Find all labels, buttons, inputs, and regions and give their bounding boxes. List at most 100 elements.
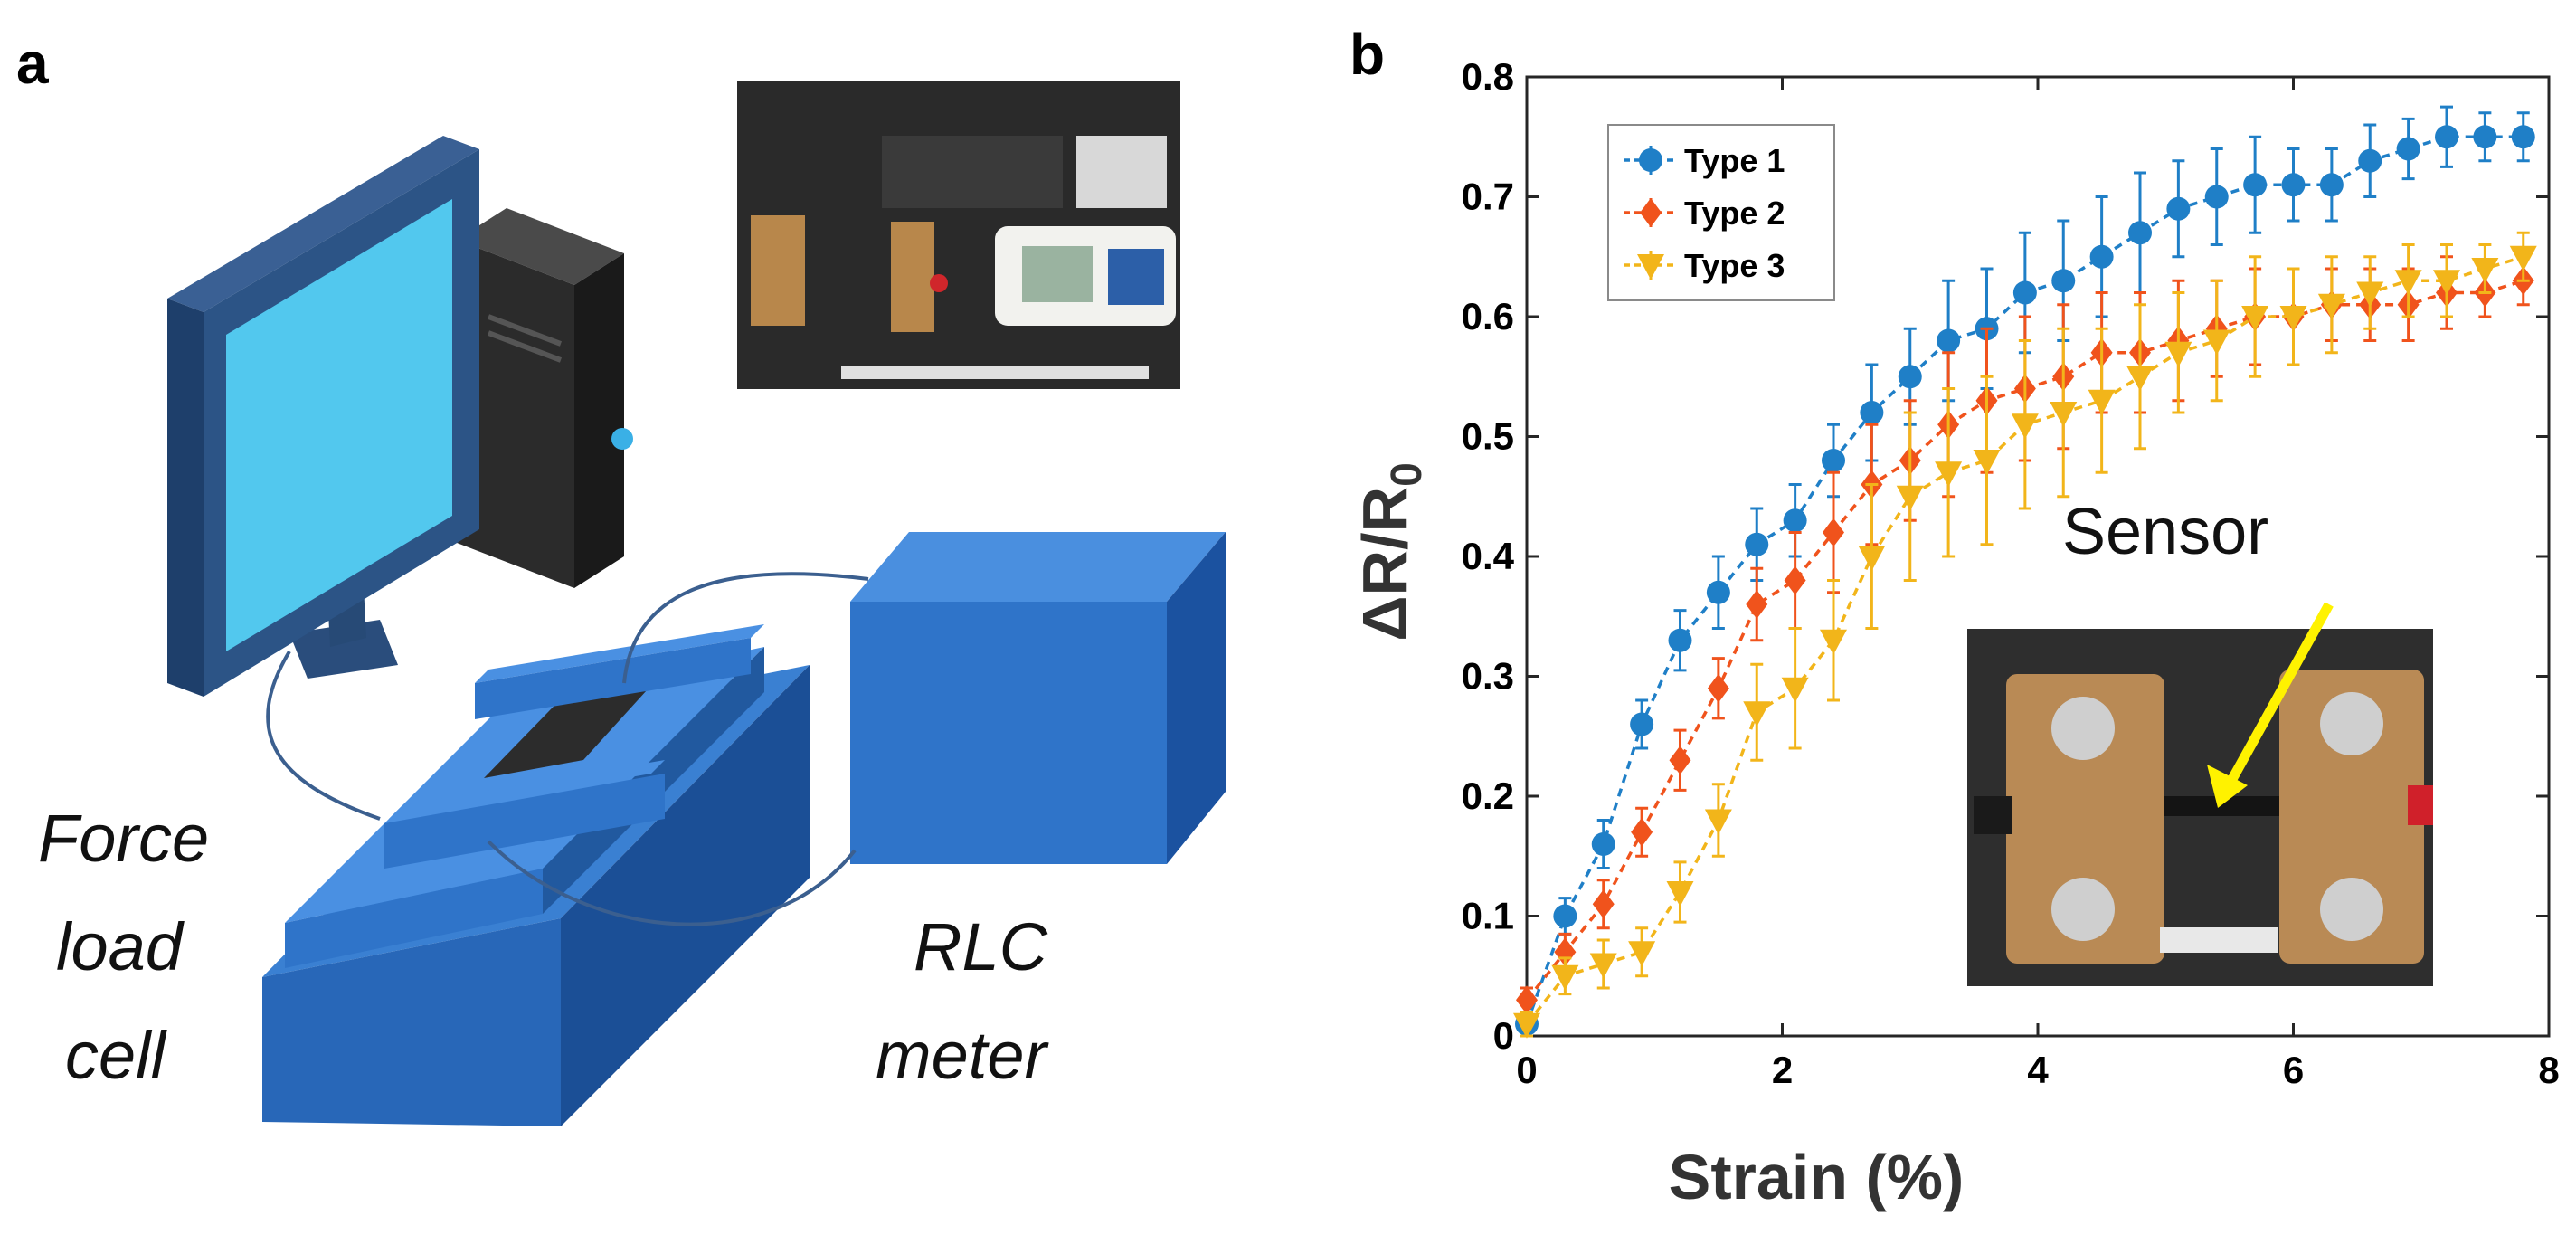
force-load-cell-label: Force load cell — [38, 801, 228, 1093]
data-point — [1822, 449, 1845, 472]
data-point — [1631, 817, 1653, 847]
data-point — [1592, 889, 1615, 919]
data-point — [1746, 590, 1768, 619]
legend: Type 1 Type 2 Type 3 — [1607, 124, 1835, 301]
data-point — [1666, 881, 1694, 907]
data-point — [1551, 964, 1579, 991]
x-tick-label: 4 — [2027, 1049, 2049, 1091]
data-point — [2511, 125, 2535, 149]
data-point — [2128, 221, 2152, 245]
data-point — [2204, 185, 2229, 209]
y-tick-label: 0.4 — [1462, 535, 1515, 577]
strain-response-chart: 0 0.1 0.2 0.3 0.4 0.5 0.6 0.7 0.8 0 2 4 6 8 Sensor T… — [1462, 55, 2560, 1091]
rlc-meter-label: RLC meter — [876, 909, 1066, 1093]
y-tick-label: 0.7 — [1462, 176, 1514, 218]
data-point — [1591, 832, 1615, 856]
data-point — [2281, 173, 2306, 197]
data-point — [2394, 270, 2422, 296]
y-tick-label: 0.2 — [1462, 774, 1514, 817]
y-tick-label: 0.8 — [1462, 55, 1514, 98]
panel-a-letter: a — [16, 31, 49, 96]
legend-label: Type 3 — [1684, 247, 1785, 284]
data-point — [2088, 389, 2116, 415]
data-point — [2433, 270, 2460, 296]
data-point — [1553, 904, 1577, 928]
legend-entry: Type 3 — [1624, 247, 1785, 284]
data-point — [1743, 701, 1771, 727]
monitor-screen — [226, 199, 452, 651]
series-3 — [1513, 231, 2537, 1039]
y-tick-label: 0.3 — [1462, 655, 1514, 698]
legend-label: Type 2 — [1684, 195, 1785, 232]
data-point — [2089, 244, 2114, 269]
sensor-label: Sensor — [2062, 496, 2268, 568]
x-tick-label: 6 — [2283, 1049, 2304, 1091]
data-point — [2509, 245, 2537, 271]
legend-marker — [1637, 254, 1664, 280]
power-led-icon — [611, 428, 633, 450]
data-point — [1973, 450, 2001, 475]
data-point — [1896, 485, 1924, 511]
data-point — [1706, 580, 1730, 604]
legend-entry: Type 1 — [1624, 142, 1785, 179]
x-tick-label: 2 — [1772, 1049, 1793, 1091]
data-point — [2473, 125, 2497, 149]
y-tick-label: 0.1 — [1462, 895, 1514, 937]
x-axis-label: Strain (%) — [1669, 1142, 1965, 1212]
data-point — [1669, 746, 1691, 775]
data-point — [2126, 366, 2154, 392]
data-point — [2051, 269, 2076, 293]
data-point — [1784, 565, 1806, 595]
data-point — [2471, 258, 2499, 283]
x-tick-label: 0 — [1516, 1049, 1537, 1091]
computer-tower-illustration — [457, 208, 633, 588]
legend-entry: Type 2 — [1624, 195, 1785, 232]
y-tick-label: 0.6 — [1462, 295, 1514, 337]
data-point — [2012, 280, 2037, 305]
data-point — [1783, 508, 1807, 533]
data-point — [1937, 328, 1961, 353]
y-tick-label: 0 — [1493, 1014, 1514, 1057]
data-point — [1935, 461, 1963, 488]
data-point — [2202, 329, 2230, 356]
legend-marker — [1639, 148, 1662, 172]
data-point — [1823, 518, 1844, 547]
x-tick-label: 8 — [2538, 1049, 2559, 1091]
legend-label: Type 1 — [1684, 142, 1785, 179]
data-point — [1513, 1012, 1540, 1039]
data-point — [2050, 402, 2078, 427]
connection-cables — [266, 572, 869, 926]
sensor-arrow-head-icon — [2207, 765, 2248, 808]
data-point — [1707, 673, 1729, 703]
data-point — [1898, 365, 1922, 389]
setup-photo-inset — [737, 81, 1180, 389]
data-point — [1858, 546, 1886, 571]
data-point — [1745, 532, 1769, 556]
panel-b-letter: b — [1350, 22, 1385, 87]
load-cell-stage-illustration — [262, 624, 810, 1126]
monitor-illustration — [167, 136, 479, 697]
data-point — [2241, 306, 2269, 331]
data-point — [2396, 137, 2420, 161]
data-point — [2279, 306, 2307, 331]
data-point — [2435, 125, 2458, 149]
data-point — [1704, 809, 1732, 835]
data-point — [2317, 293, 2345, 319]
data-point — [2011, 413, 2039, 440]
data-point — [1516, 985, 1538, 1015]
data-point — [1589, 953, 1617, 979]
y-tick-label: 0.5 — [1462, 415, 1514, 458]
data-point — [1630, 712, 1654, 736]
data-point — [2358, 148, 2382, 173]
y-axis-label: ΔR/R0 — [1350, 462, 1431, 641]
rlc-meter-box-illustration — [850, 532, 1226, 864]
data-point — [2356, 281, 2384, 308]
data-point — [1820, 629, 1847, 655]
data-point — [1628, 941, 1656, 967]
sensor-strip — [2164, 796, 2279, 816]
sensor-arrow — [2222, 602, 2334, 792]
data-point — [2319, 173, 2344, 197]
data-point — [1668, 628, 1692, 652]
data-point — [2164, 341, 2192, 367]
